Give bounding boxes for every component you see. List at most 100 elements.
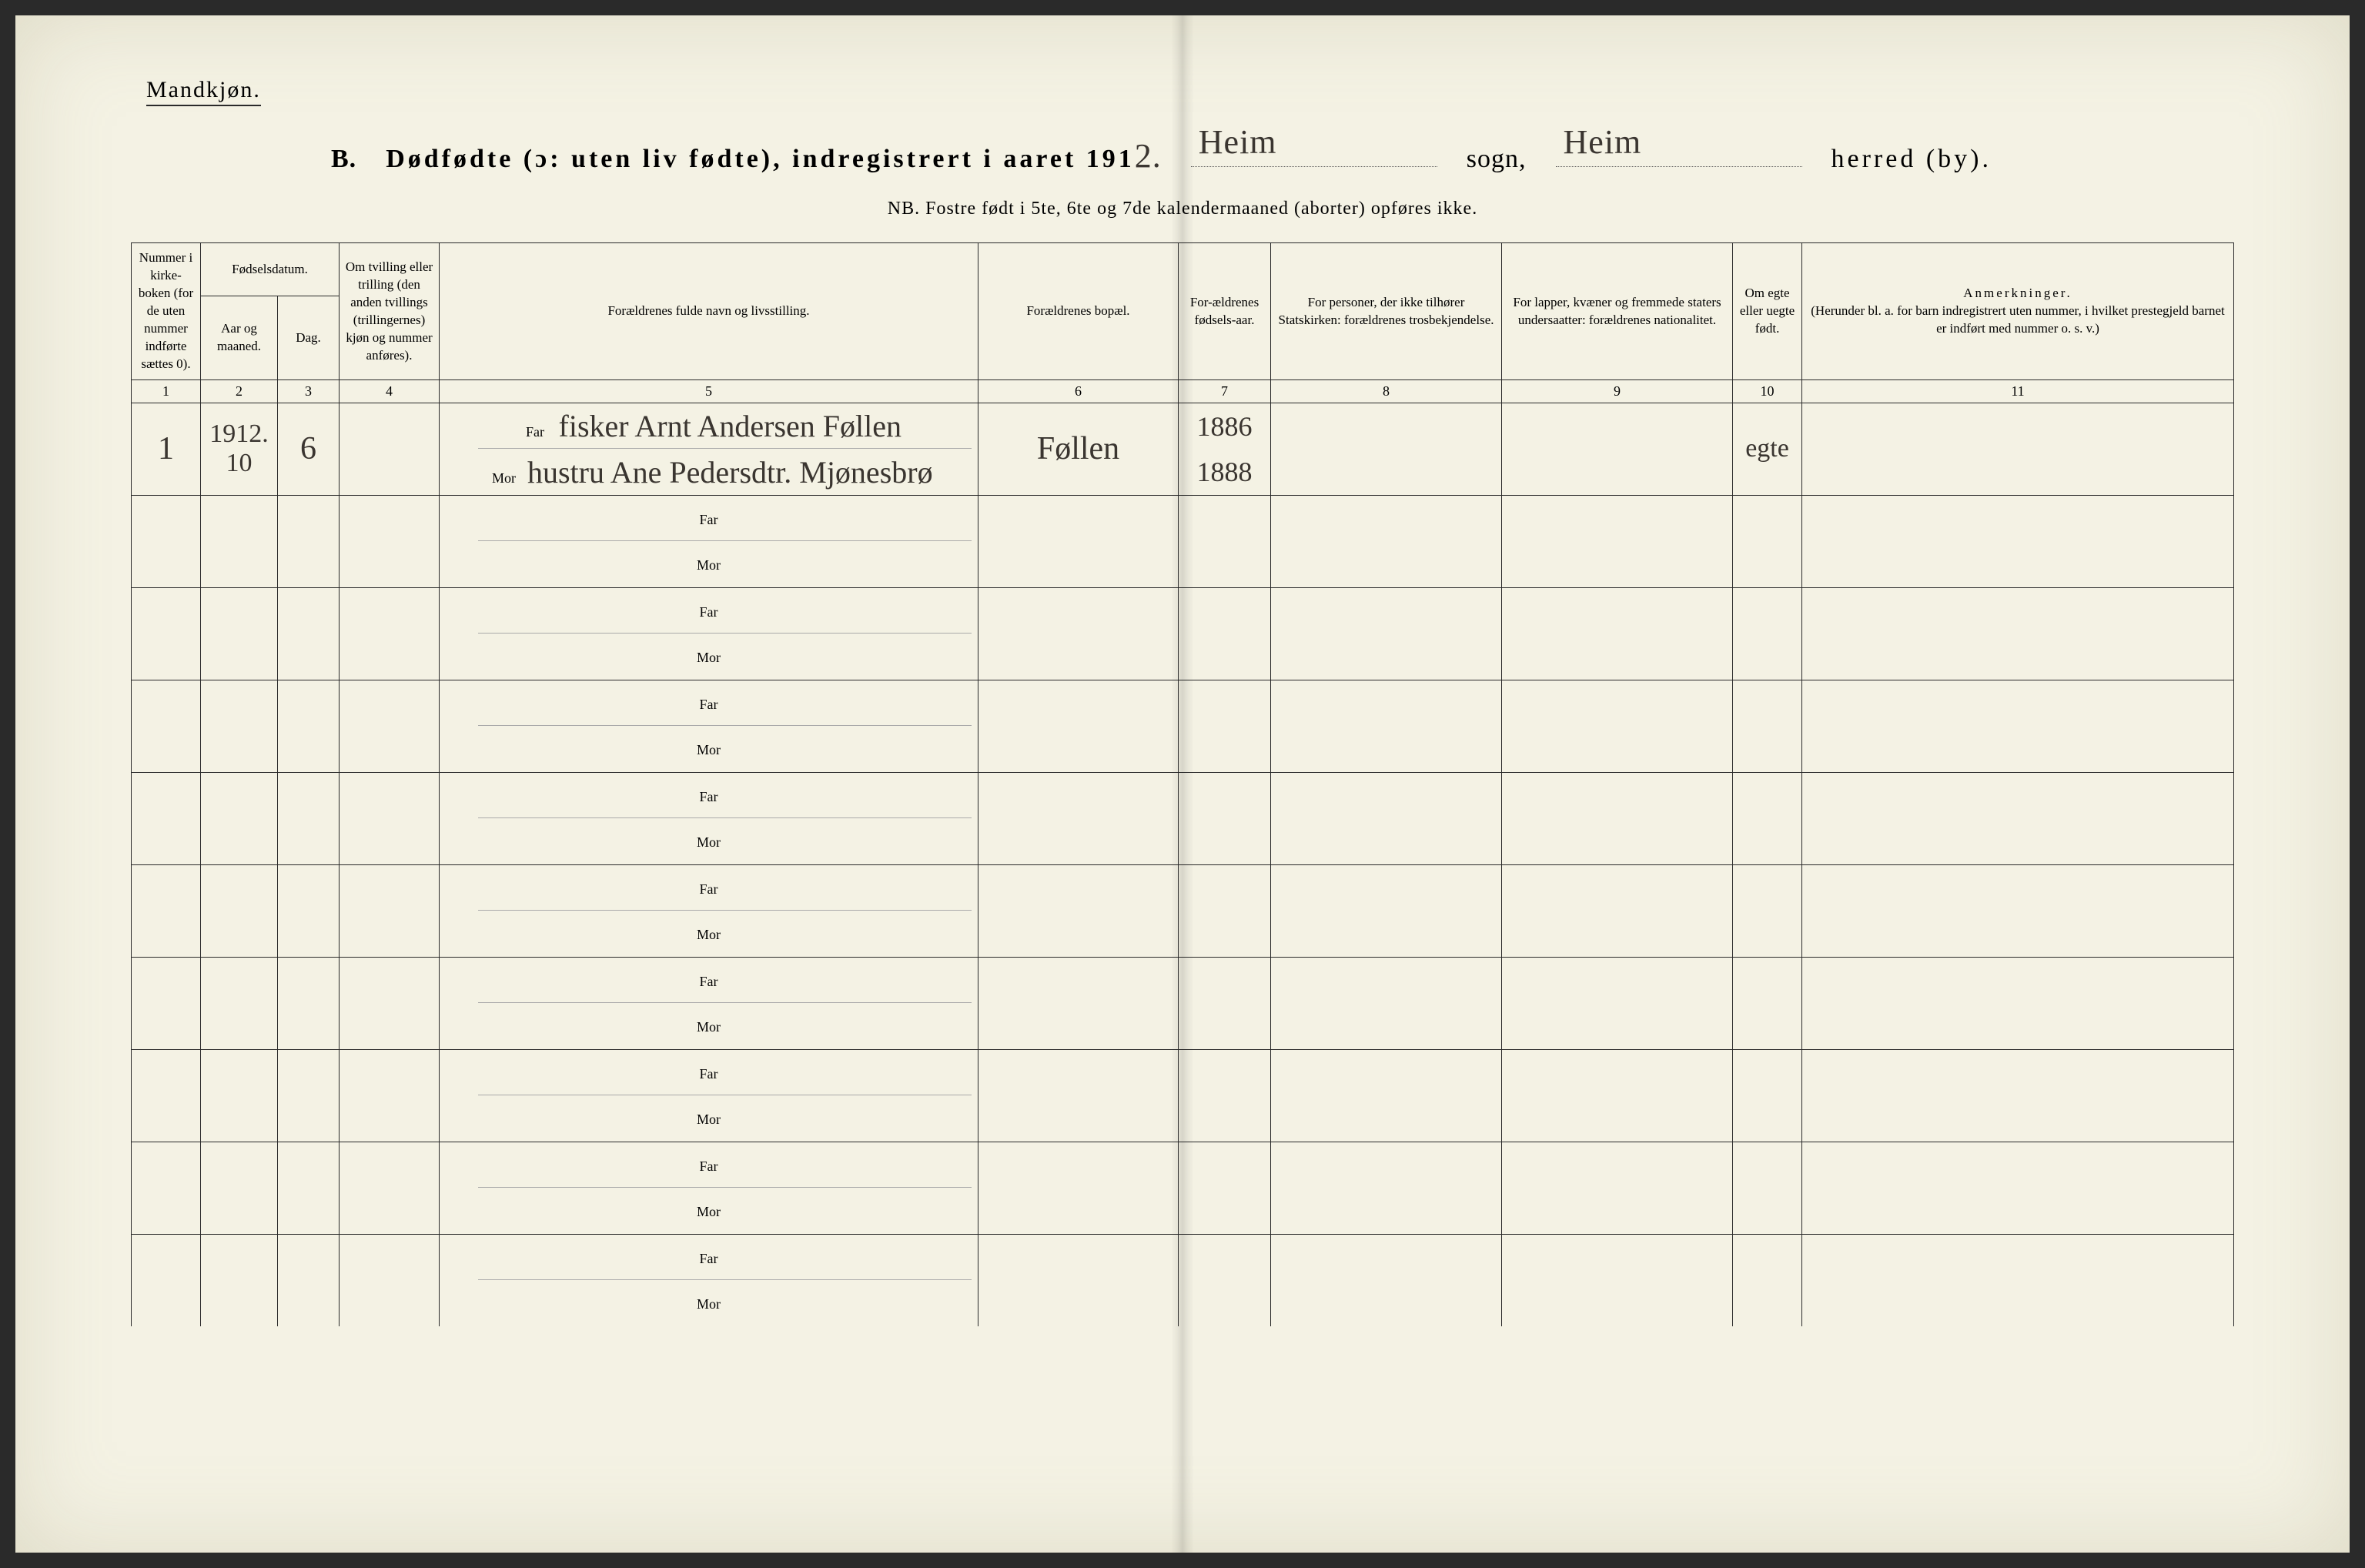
- blank-nat: [1502, 587, 1733, 680]
- blank-bopael: [978, 587, 1179, 680]
- blank-tros: [1271, 864, 1502, 957]
- col-header-1: Nummer i kirke-boken (for de uten nummer…: [132, 243, 201, 380]
- blank-ym: [201, 864, 278, 957]
- blank-num: [132, 680, 201, 772]
- mor-label: Mor: [690, 1204, 728, 1220]
- register-page: Mandkjøn. B. Dødfødte (ɔ: uten liv fødte…: [15, 15, 2350, 1553]
- entry-tvilling: [340, 403, 440, 495]
- blank-far-year: [1179, 772, 1271, 818]
- blank-nat: [1502, 957, 1733, 1049]
- entry-mor-cell: Mor hustru Ane Pedersdtr. Mjønesbrø: [440, 449, 978, 495]
- blank-mor-cell: Mor: [440, 541, 978, 587]
- blank-num: [132, 864, 201, 957]
- blank-nat: [1502, 1049, 1733, 1142]
- blank-tv: [340, 495, 440, 587]
- entry-nat: [1502, 403, 1733, 495]
- mor-label: Mor: [690, 557, 728, 573]
- blank-bopael: [978, 957, 1179, 1049]
- blank-ym: [201, 772, 278, 864]
- colnum-11: 11: [1802, 379, 2234, 403]
- blank-mor-year: [1179, 541, 1271, 587]
- colnum-2: 2: [201, 379, 278, 403]
- blank-far-year: [1179, 495, 1271, 541]
- blank-bopael: [978, 1049, 1179, 1142]
- blank-egte: [1733, 1049, 1802, 1142]
- mor-label: Mor: [690, 1019, 728, 1035]
- blank-mor-year: [1179, 1003, 1271, 1049]
- blank-tros: [1271, 1142, 1502, 1234]
- entry-mor-year: 1888: [1179, 449, 1271, 495]
- entry-row-far: 1 1912. 10 6 Far fisker Arnt Andersen Fø…: [132, 403, 2234, 449]
- blank-far-cell: Far: [440, 495, 978, 541]
- blank-mor-cell: Mor: [440, 1280, 978, 1326]
- colnum-6: 6: [978, 379, 1179, 403]
- blank-day: [278, 1234, 340, 1326]
- title-letter-b: B.: [331, 145, 356, 173]
- blank-bopael: [978, 864, 1179, 957]
- col-header-10: Om egte eller uegte født.: [1733, 243, 1802, 380]
- blank-egte: [1733, 772, 1802, 864]
- blank-far-cell: Far: [440, 680, 978, 726]
- blank-num: [132, 1142, 201, 1234]
- herred-blank: Heim: [1556, 139, 1802, 167]
- blank-day: [278, 772, 340, 864]
- far-label: Far: [516, 424, 554, 440]
- sogn-blank: Heim: [1191, 139, 1437, 167]
- blank-anm: [1802, 864, 2234, 957]
- mor-label: Mor: [690, 1112, 728, 1128]
- entry-year-month: 1912. 10: [201, 403, 278, 495]
- mor-label: Mor: [690, 742, 728, 758]
- blank-nat: [1502, 495, 1733, 587]
- blank-ym: [201, 1049, 278, 1142]
- blank-tv: [340, 957, 440, 1049]
- blank-num: [132, 495, 201, 587]
- blank-mor-year: [1179, 818, 1271, 864]
- blank-mor-cell: Mor: [440, 911, 978, 957]
- blank-ym: [201, 1142, 278, 1234]
- blank-tros: [1271, 1049, 1502, 1142]
- mor-label: Mor: [690, 650, 728, 666]
- col-header-5: Forældrenes fulde navn og livsstilling.: [440, 243, 978, 380]
- blank-far-cell: Far: [440, 957, 978, 1003]
- blank-far-year: [1179, 1049, 1271, 1095]
- table-body: 1 1912. 10 6 Far fisker Arnt Andersen Fø…: [132, 403, 2234, 1326]
- blank-egte: [1733, 680, 1802, 772]
- blank-bopael: [978, 1234, 1179, 1326]
- register-table: Nummer i kirke-boken (for de uten nummer…: [131, 242, 2234, 1326]
- blank-tv: [340, 864, 440, 957]
- blank-bopael: [978, 1142, 1179, 1234]
- col-header-6: Forældrenes bopæl.: [978, 243, 1179, 380]
- sogn-handwritten: Heim: [1199, 115, 1277, 169]
- blank-far-cell: Far: [440, 772, 978, 818]
- colnum-10: 10: [1733, 379, 1802, 403]
- blank-anm: [1802, 772, 2234, 864]
- blank-egte: [1733, 957, 1802, 1049]
- blank-num: [132, 1234, 201, 1326]
- entry-mor-text: hustru Ane Pedersdtr. Mjønesbrø: [527, 455, 933, 490]
- far-label: Far: [690, 881, 728, 898]
- blank-far-cell: Far: [440, 587, 978, 634]
- blank-mor-cell: Mor: [440, 1095, 978, 1142]
- col-header-9: For lapper, kvæner og fremmede staters u…: [1502, 243, 1733, 380]
- gender-heading: Mandkjøn.: [146, 77, 261, 106]
- entry-far-text: fisker Arnt Andersen Føllen: [559, 409, 902, 443]
- blank-bopael: [978, 680, 1179, 772]
- col-header-7: For-ældrenes fødsels-aar.: [1179, 243, 1271, 380]
- blank-nat: [1502, 1142, 1733, 1234]
- blank-mor-year: [1179, 911, 1271, 957]
- blank-row-far: Far: [132, 587, 2234, 634]
- blank-anm: [1802, 1049, 2234, 1142]
- blank-mor-cell: Mor: [440, 1003, 978, 1049]
- mor-label: Mor: [484, 470, 523, 486]
- col-header-3: Dag.: [278, 296, 340, 380]
- blank-far-cell: Far: [440, 1142, 978, 1188]
- col-header-fdate: Fødselsdatum.: [201, 243, 340, 296]
- blank-day: [278, 1142, 340, 1234]
- blank-day: [278, 864, 340, 957]
- blank-day: [278, 1049, 340, 1142]
- entry-anm: [1802, 403, 2234, 495]
- blank-tv: [340, 587, 440, 680]
- blank-day: [278, 495, 340, 587]
- blank-far-year: [1179, 587, 1271, 634]
- entry-num: 1: [132, 403, 201, 495]
